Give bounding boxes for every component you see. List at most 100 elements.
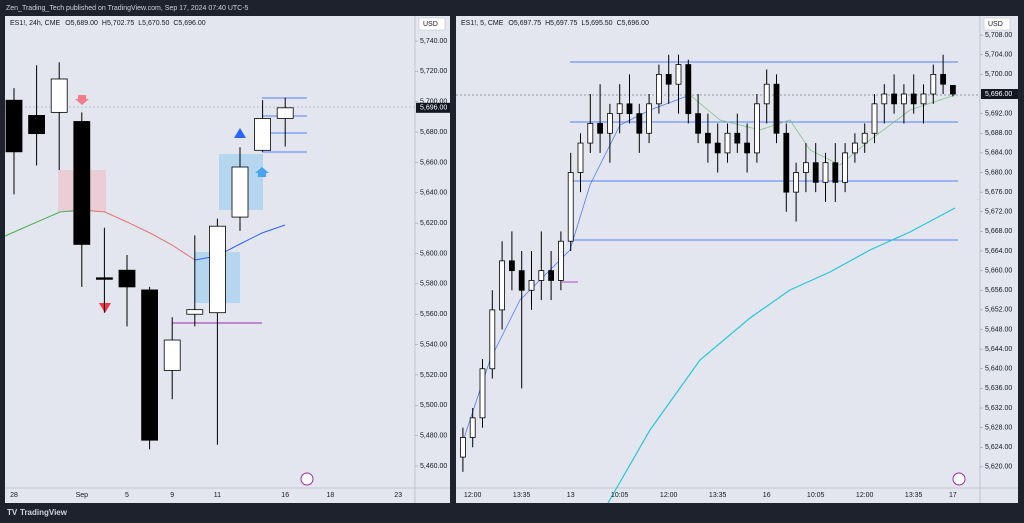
candle-body bbox=[28, 115, 46, 135]
candle-body bbox=[567, 172, 574, 242]
ohlc-value: H5,697.75 bbox=[545, 20, 577, 27]
candle-body bbox=[793, 172, 799, 193]
moving-average bbox=[689, 94, 956, 166]
y-tick-label: 5,460.00 bbox=[420, 463, 447, 470]
candle-body bbox=[675, 64, 682, 85]
symbol-info: ES1!, 24h, CME bbox=[10, 20, 61, 27]
x-tick-label: 13:35 bbox=[513, 492, 531, 499]
currency-box bbox=[418, 17, 446, 31]
replay-button[interactable] bbox=[952, 472, 966, 486]
x-tick-label: 5 bbox=[125, 492, 129, 499]
x-tick-label: 17 bbox=[949, 492, 957, 499]
ohlc-value: O5,697.75 bbox=[508, 20, 541, 27]
ohlc-value: C5,696.00 bbox=[617, 20, 649, 27]
y-tick-label: 5,668.00 bbox=[985, 228, 1012, 235]
x-tick-label: 10:05 bbox=[807, 492, 825, 499]
x-tick-label: Sep bbox=[76, 492, 89, 499]
candle-body bbox=[479, 368, 486, 419]
candle-body bbox=[73, 121, 91, 245]
candle-body bbox=[616, 103, 623, 115]
x-tick-label: 13 bbox=[567, 492, 575, 499]
candle-body bbox=[695, 113, 701, 134]
candle-body bbox=[783, 132, 790, 193]
y-tick-label: 5,700.00 bbox=[420, 99, 447, 106]
currency-box bbox=[983, 17, 1011, 31]
x-tick-label: 12:00 bbox=[660, 492, 678, 499]
publish-info: Zen_Trading_Tech published on TradingVie… bbox=[6, 5, 249, 12]
y-tick-label: 5,676.00 bbox=[985, 189, 1012, 196]
candle-body bbox=[163, 339, 181, 371]
candle-body bbox=[842, 152, 848, 183]
candle-body bbox=[186, 309, 204, 315]
up-arrow bbox=[255, 167, 269, 177]
ohlc-value: O5,689.00 bbox=[65, 20, 98, 27]
candle-body bbox=[685, 64, 692, 115]
candle-body bbox=[734, 132, 741, 144]
candle-body bbox=[822, 162, 829, 183]
x-tick-label: 16 bbox=[281, 492, 289, 499]
candle-body bbox=[538, 270, 545, 281]
replay-button[interactable] bbox=[300, 472, 314, 486]
candle-body bbox=[891, 93, 897, 105]
candle-body bbox=[881, 93, 888, 105]
y-tick-label: 5,672.00 bbox=[985, 209, 1012, 216]
last-price-box bbox=[416, 102, 450, 113]
candle-body bbox=[930, 73, 937, 95]
candle-body bbox=[597, 123, 603, 134]
x-tick-label: 12:00 bbox=[856, 492, 874, 499]
y-tick-label: 5,480.00 bbox=[420, 432, 447, 439]
symbol-info: ES1!, 5, CME bbox=[461, 20, 504, 27]
candle-body bbox=[871, 103, 878, 134]
x-tick-label: 28 bbox=[10, 492, 18, 499]
candle-body bbox=[558, 240, 564, 281]
candle-body bbox=[50, 78, 68, 113]
x-tick-label: 18 bbox=[327, 492, 335, 499]
y-tick-label: 5,708.00 bbox=[985, 32, 1012, 39]
y-tick-label: 5,636.00 bbox=[985, 385, 1012, 392]
candle-body bbox=[901, 93, 907, 105]
candle-body bbox=[118, 269, 136, 288]
ohlc-value: L5,695.50 bbox=[581, 20, 612, 27]
candle-body bbox=[587, 123, 594, 144]
y-tick-label: 5,520.00 bbox=[420, 372, 447, 379]
candle-body bbox=[665, 73, 672, 85]
last-price-box bbox=[981, 89, 1018, 100]
x-tick-label: 12:00 bbox=[464, 492, 482, 499]
candle-body bbox=[940, 73, 946, 85]
candle-body bbox=[518, 270, 525, 291]
candle-body bbox=[548, 270, 554, 281]
brand: TradingView bbox=[20, 508, 68, 517]
y-tick-label: 5,664.00 bbox=[985, 248, 1012, 255]
currency: USD bbox=[988, 21, 1003, 28]
y-tick-label: 5,688.00 bbox=[985, 130, 1012, 137]
candle-body bbox=[607, 113, 613, 134]
moving-average bbox=[607, 207, 956, 504]
y-tick-label: 5,628.00 bbox=[985, 424, 1012, 431]
y-tick-label: 5,660.00 bbox=[420, 159, 447, 166]
ohlc-value: C5,696.00 bbox=[173, 20, 205, 27]
y-tick-label: 5,720.00 bbox=[420, 68, 447, 75]
y-tick-label: 5,600.00 bbox=[420, 250, 447, 257]
candle-body bbox=[861, 132, 868, 144]
up-triangle bbox=[234, 128, 246, 138]
moving-average bbox=[4, 209, 83, 237]
x-tick-label: 11 bbox=[214, 492, 221, 499]
candle-body bbox=[646, 103, 652, 134]
down-arrow bbox=[75, 95, 89, 105]
candle-body bbox=[469, 417, 476, 438]
candle-body bbox=[528, 280, 535, 291]
x-tick-label: 9 bbox=[170, 492, 174, 499]
down-triangle bbox=[99, 303, 111, 313]
x-tick-label: 13:35 bbox=[709, 492, 727, 499]
y-tick-label: 5,640.00 bbox=[420, 190, 447, 197]
moving-average bbox=[81, 209, 196, 261]
y-tick-label: 5,648.00 bbox=[985, 326, 1012, 333]
y-tick-label: 5,652.00 bbox=[985, 307, 1012, 314]
candle-body bbox=[714, 142, 721, 154]
brand-logo: TV bbox=[7, 508, 18, 517]
candle-body bbox=[656, 73, 662, 105]
candle-body bbox=[852, 142, 858, 154]
candle-body bbox=[208, 225, 226, 314]
x-tick-label: 16 bbox=[763, 492, 771, 499]
candle-body bbox=[499, 260, 506, 311]
